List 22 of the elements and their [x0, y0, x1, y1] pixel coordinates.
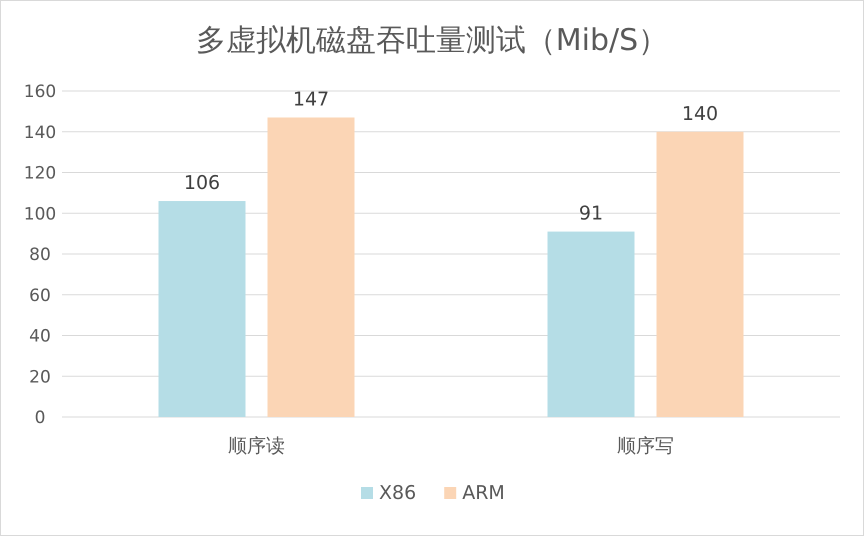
y-tick-label: 60 [29, 286, 51, 306]
data-label: 106 [184, 172, 220, 194]
y-tick-label: 160 [24, 82, 56, 102]
bar [158, 201, 246, 417]
x-tick-label: 顺序写 [617, 435, 674, 457]
legend-label: X86 [379, 482, 416, 504]
chart-title: 多虚拟机磁盘吞吐量测试（Mib/S） [196, 23, 668, 58]
y-tick-label: 0 [34, 408, 46, 428]
y-tick-label: 140 [24, 122, 56, 143]
y-tick-label: 80 [29, 245, 51, 265]
bar [656, 132, 744, 417]
x-tick-label: 顺序读 [228, 435, 285, 457]
y-tick-label: 40 [29, 326, 51, 346]
data-label: 147 [292, 88, 330, 110]
data-label: 91 [578, 202, 604, 225]
legend-label: ARM [462, 482, 505, 504]
y-tick-label: 120 [24, 164, 56, 184]
y-tick-label: 20 [29, 367, 51, 388]
y-tick-label: 100 [24, 204, 56, 224]
data-label: 140 [682, 102, 718, 125]
bar [548, 232, 634, 417]
bar [268, 117, 354, 417]
